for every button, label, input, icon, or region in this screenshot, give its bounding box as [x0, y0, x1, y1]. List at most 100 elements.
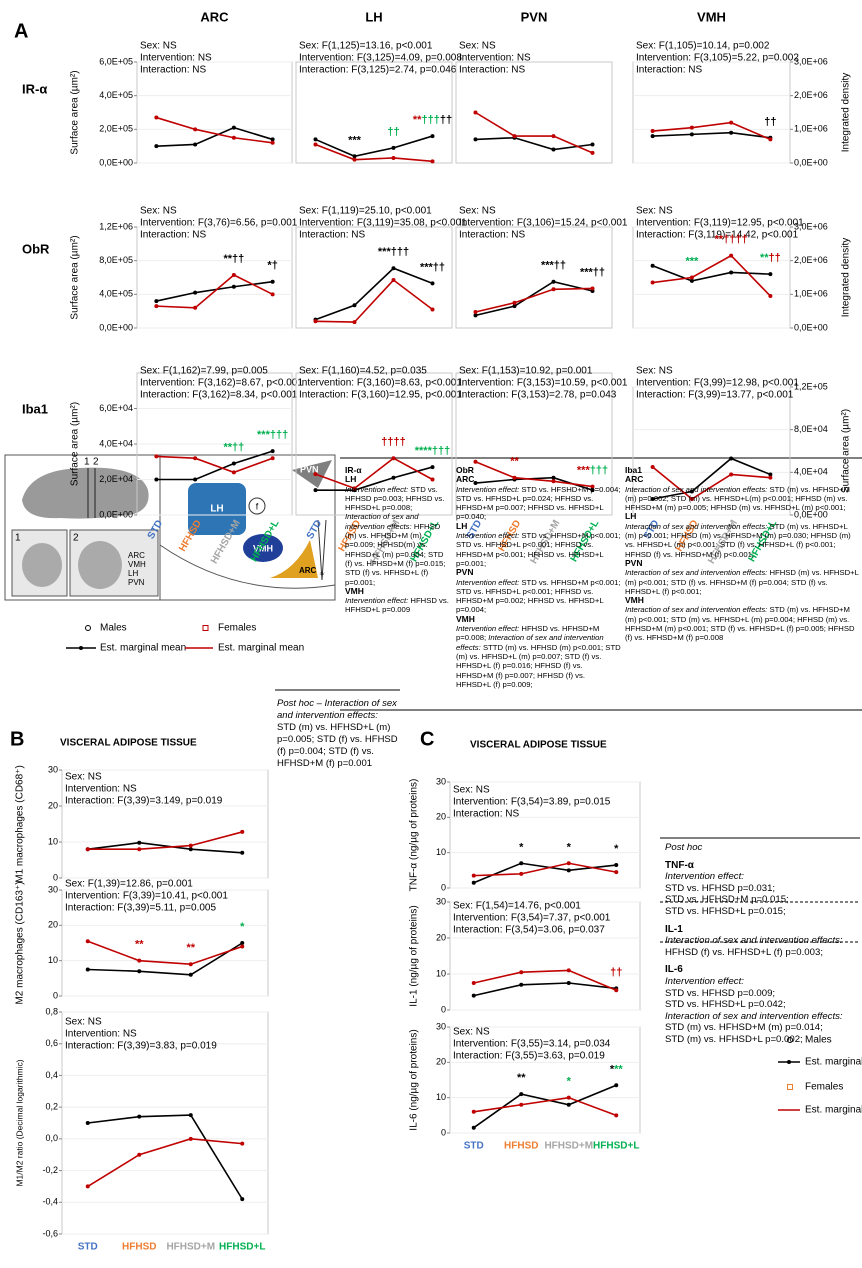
annotation: **††	[223, 441, 244, 453]
stats-line: Intervention: F(3,54)=3.89, p=0.015	[453, 797, 611, 808]
section-shape	[22, 543, 62, 587]
legend-symbol	[788, 1085, 793, 1090]
x-tick-label: HFHSD+M	[166, 1242, 215, 1253]
y-tick-label: 20	[436, 812, 446, 822]
stats-line: Interaction: F(3,39)=5.11, p=0.005	[65, 903, 216, 914]
inset-label: 2	[73, 533, 79, 544]
stats-line: Sex: F(1,39)=12.86, p=0.001	[65, 879, 193, 890]
y-tick-label: 0,8	[45, 1006, 58, 1016]
y-tick-label: -0,4	[42, 1197, 58, 1207]
plot-frame	[296, 227, 452, 328]
section-shape	[78, 541, 122, 589]
mean-point	[137, 847, 141, 851]
mean-point	[651, 129, 655, 133]
posthoc-line: Intervention effect:	[456, 485, 519, 494]
mean-point	[271, 292, 275, 296]
legend: Males Females Est. marginal mean Est. ma…	[66, 623, 304, 654]
mean-point	[513, 301, 517, 305]
mean-point	[614, 863, 618, 867]
mean-line	[88, 943, 243, 975]
stats-line: Intervention: F(3,76)=6.56, p=0.001	[140, 218, 298, 229]
mean-point	[193, 478, 197, 482]
y-tick-label: 4,0E+05	[99, 90, 133, 100]
annotation-part: **††	[223, 441, 244, 453]
y-tick-label: 0,0E+00	[794, 157, 828, 167]
mean-point	[690, 276, 694, 280]
annotation: ***	[685, 255, 699, 267]
stats-line: Interaction: F(3,55)=3.63, p=0.019	[453, 1051, 605, 1062]
mean-point	[552, 134, 556, 138]
x-tick-label: HFHSD+L	[593, 1141, 639, 1152]
posthoc-line: Interaction of sex and intervention effe…	[625, 568, 767, 577]
mean-point	[472, 994, 476, 998]
annotation-part: **	[614, 1063, 623, 1075]
mean-point	[314, 472, 318, 476]
y-tick-label: 1,2E+06	[99, 221, 133, 231]
mean-point	[472, 1110, 476, 1114]
mean-line	[476, 138, 593, 150]
annotation: ††	[764, 116, 776, 128]
mean-point	[729, 131, 733, 135]
annotation-part: ***††	[420, 261, 445, 273]
region-label: PVN	[128, 578, 145, 587]
mean-line	[474, 1085, 617, 1127]
y-tick-label: 1,0E+06	[794, 289, 828, 299]
mean-point	[552, 287, 556, 291]
section-label: 1	[84, 457, 90, 468]
annotation: **	[517, 1072, 526, 1084]
annotation: ****†††	[415, 445, 450, 457]
column-title: LH	[365, 9, 382, 24]
posthoc-line: PVN	[625, 559, 860, 568]
mean-point	[86, 847, 90, 851]
posthoc-line: Post hoc – Interaction of sex and interv…	[277, 698, 399, 722]
panel-label: A	[14, 20, 28, 42]
stats-line: Intervention: F(3,125)=4.09, p=0.008	[299, 53, 462, 64]
mean-point	[614, 1113, 618, 1117]
mean-line	[316, 268, 433, 319]
mean-point	[193, 291, 197, 295]
diagram-label: LH	[210, 504, 223, 515]
stats-line: Intervention: F(3,160)=8.63, p<0.001	[299, 378, 462, 389]
posthoc-line: Intervention effect:	[456, 578, 519, 587]
y-tick-label: 30	[436, 776, 446, 786]
mean-point	[651, 281, 655, 285]
stats-line: Interaction: NS	[299, 230, 365, 241]
plot-frame	[296, 62, 452, 163]
stats-line: Sex: F(1,160)=4.52, p=0.035	[299, 366, 427, 377]
posthoc-line: Interaction of sex and intervention effe…	[625, 485, 767, 494]
mean-point	[86, 1184, 90, 1188]
mean-point	[392, 156, 396, 160]
mean-point	[472, 874, 476, 878]
y-axis-label: IL-6 (ng/µg of proteins)	[409, 1029, 420, 1130]
y-tick-label: 10	[48, 955, 58, 965]
mean-point	[189, 1137, 193, 1141]
mean-point	[472, 881, 476, 885]
stats-line: Interaction: F(3,54)=3.06, p=0.037	[453, 925, 605, 936]
y-tick-label: 8,0E+04	[794, 424, 828, 434]
legend-symbol	[86, 626, 91, 631]
posthoc-line: VMH	[456, 615, 621, 624]
mean-line	[653, 123, 771, 140]
y-tick-label: 20	[48, 920, 58, 930]
posthoc-line: VMH	[345, 587, 450, 596]
mean-line	[474, 970, 617, 990]
posthoc-line: ObR	[456, 466, 621, 475]
mean-line	[474, 863, 617, 882]
y-tick-label: 2,0E+06	[794, 255, 828, 265]
posthoc-line: LH	[345, 475, 450, 484]
annotation-part: ††	[769, 252, 781, 264]
annotation: *	[567, 1076, 572, 1088]
mean-point	[232, 136, 236, 140]
stats-line: Intervention: NS	[459, 53, 531, 64]
mean-point	[431, 307, 435, 311]
mean-point	[189, 847, 193, 851]
mean-point	[552, 148, 556, 152]
legend-label: Est. marginal mean	[218, 643, 304, 654]
mean-point	[591, 142, 595, 146]
annotation: ***†††	[257, 429, 288, 441]
annotation-part: ***††	[541, 260, 566, 272]
mean-point	[567, 861, 571, 865]
posthoc-line: LH	[625, 512, 860, 521]
legend: Males Est. marginal mean Females Est. ma…	[778, 1035, 862, 1116]
y-axis-label: Integrated density	[841, 238, 852, 318]
